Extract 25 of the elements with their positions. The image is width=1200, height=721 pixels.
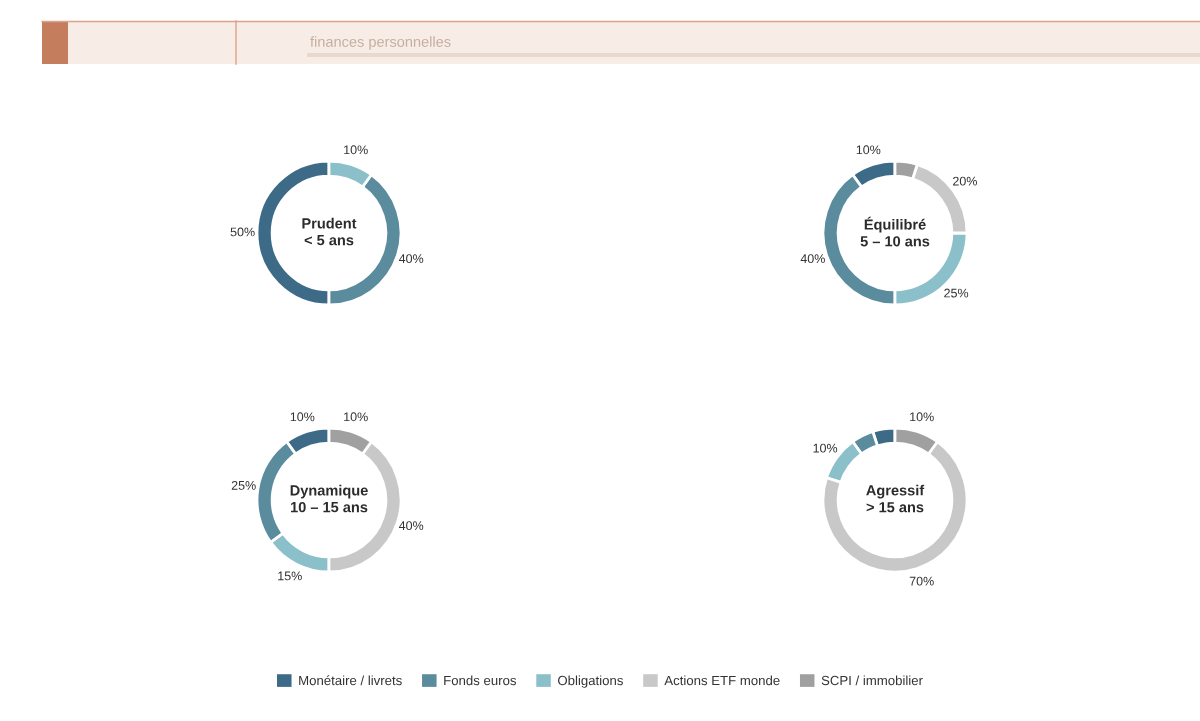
data-label: 70% <box>909 576 934 586</box>
data-label: 40% <box>398 521 424 531</box>
legend-label: SCPI / immobilier <box>821 675 923 686</box>
data-label: 25% <box>231 480 256 490</box>
text: Agressif > 15 ans <box>866 484 925 513</box>
data-label: 10% <box>290 412 315 422</box>
data-label: 50% <box>230 227 255 237</box>
data-label: 40% <box>800 254 825 264</box>
legend-label: Fonds euros <box>444 675 517 686</box>
data-label: 40% <box>398 254 424 264</box>
data-label: 10% <box>910 412 934 422</box>
legend-label: Actions ETF monde <box>664 675 780 686</box>
data-label: 10% <box>344 145 368 155</box>
legend-label: Monétaire / livrets <box>299 675 402 686</box>
text: Équilibré 5 – 10 ans <box>860 216 930 247</box>
data-label: 10% <box>344 412 368 422</box>
legend-label: Obligations <box>558 675 623 688</box>
text: Prudent < 5 ans <box>302 217 357 246</box>
data-label: 20% <box>953 176 977 186</box>
data-label: 10% <box>856 145 881 155</box>
data-label: 10% <box>813 443 838 453</box>
text: Dynamique 10 – 15 ans <box>290 484 368 513</box>
text: finances personnelles <box>310 36 451 50</box>
data-label: 15% <box>278 571 302 581</box>
data-label: 25% <box>944 288 969 298</box>
